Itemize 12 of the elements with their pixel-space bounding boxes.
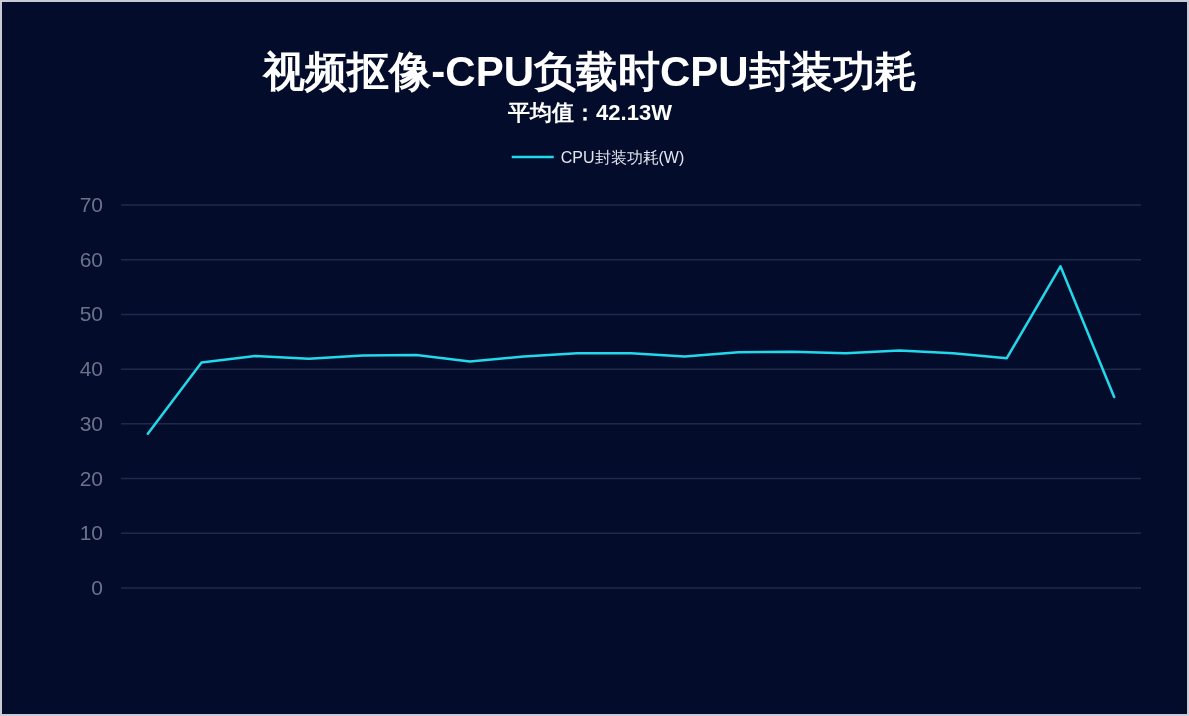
y-tick-label: 0 [91,576,103,599]
y-tick-label: 60 [79,247,103,271]
chart-title: 视频抠像-CPU负载时CPU封装功耗 [262,48,917,95]
chart-subtitle: 平均值：42.13W [507,100,673,125]
line-series [146,265,1116,435]
legend-label: CPU封装功耗(W) [560,149,685,166]
y-tick-label: 10 [79,521,103,545]
y-tick-label: 30 [79,411,103,435]
y-tick-label: 50 [79,302,103,326]
y-tick-label: 40 [79,357,103,381]
y-tick-label: 70 [79,193,103,216]
y-tick-label: 20 [79,466,103,490]
